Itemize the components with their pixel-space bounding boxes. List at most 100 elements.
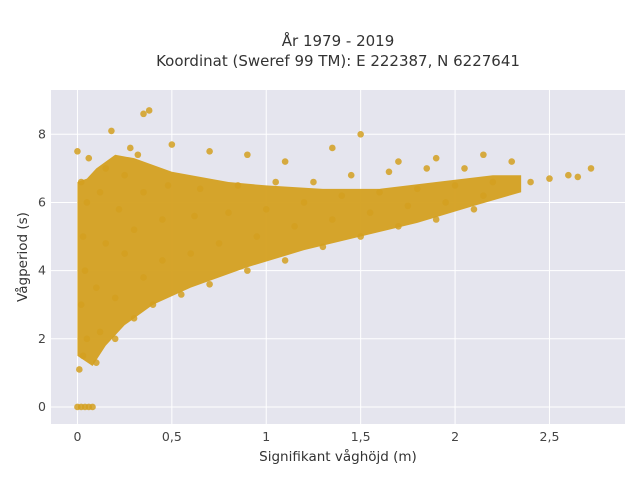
data-point (527, 178, 534, 186)
data-point (234, 182, 242, 189)
x-tick-label: 1,5 (351, 429, 371, 444)
data-point (79, 352, 87, 360)
data-points (74, 107, 595, 411)
y-tick-label: 6 (38, 194, 46, 209)
data-point (442, 199, 449, 206)
y-axis-ticks: 0 2 4 6 8 (38, 126, 46, 414)
data-point (159, 257, 166, 264)
y-tick-label: 2 (38, 331, 46, 346)
data-point (395, 223, 402, 230)
data-point (130, 226, 138, 234)
data-point (102, 240, 110, 247)
x-tick-label: 2,5 (540, 429, 560, 444)
data-point (196, 185, 204, 193)
data-point (385, 168, 393, 176)
chart-title-line1: År 1979 - 2019 (282, 31, 395, 50)
data-point (206, 148, 213, 155)
data-point (140, 188, 147, 196)
x-axis-title: Signifikant våghöjd (m) (259, 448, 417, 465)
data-point (508, 158, 516, 165)
data-point (587, 165, 595, 172)
y-tick-label: 0 (38, 399, 46, 414)
data-point (191, 212, 198, 220)
data-point (272, 178, 279, 186)
data-point (168, 141, 176, 148)
data-point (291, 223, 298, 230)
data-point (140, 110, 147, 118)
data-point (115, 205, 123, 213)
data-point (432, 216, 440, 223)
data-point (111, 335, 119, 343)
data-point (574, 173, 582, 181)
y-tick-label: 8 (38, 126, 46, 141)
data-point (140, 274, 147, 281)
data-point (414, 185, 421, 193)
data-point (96, 328, 104, 336)
data-point (357, 233, 364, 240)
data-point (85, 154, 93, 162)
grid-lines (51, 90, 625, 424)
data-point (121, 250, 128, 257)
data-point (480, 151, 487, 159)
data-point (244, 267, 251, 274)
data-point (130, 315, 138, 322)
y-axis-title: Vågperiod (s) (14, 212, 31, 302)
data-point (347, 171, 355, 179)
data-point (215, 240, 223, 247)
data-point (187, 250, 195, 257)
data-point (480, 192, 487, 199)
data-point (77, 178, 85, 186)
data-point (329, 216, 336, 223)
data-point (93, 284, 100, 291)
data-point (357, 131, 364, 138)
data-point (404, 202, 412, 210)
data-point (108, 127, 115, 135)
data-point (423, 165, 431, 172)
data-point (300, 199, 308, 206)
data-point (366, 209, 374, 216)
data-point (329, 144, 336, 152)
data-point (395, 158, 402, 165)
data-point (565, 171, 572, 179)
data-point (83, 199, 91, 206)
x-tick-label: 0,5 (162, 429, 182, 444)
data-point (489, 178, 497, 186)
data-point (74, 148, 81, 155)
data-point (262, 205, 270, 213)
data-point (281, 158, 289, 165)
data-point (253, 233, 261, 240)
data-point (121, 171, 128, 179)
x-tick-label: 0 (73, 429, 81, 444)
data-point (83, 335, 91, 343)
data-point (470, 205, 478, 213)
data-point (81, 267, 89, 274)
data-point (93, 359, 100, 366)
data-point (310, 178, 317, 186)
data-point (159, 216, 166, 223)
data-point (134, 151, 142, 159)
data-point (77, 301, 85, 309)
y-tick-label: 4 (38, 263, 46, 278)
data-point (338, 192, 346, 199)
data-point (149, 301, 157, 309)
data-point (461, 165, 468, 172)
data-point (89, 403, 96, 411)
x-tick-label: 2 (451, 429, 459, 444)
data-point (79, 233, 87, 240)
data-point (244, 151, 251, 159)
data-point (225, 209, 232, 216)
x-tick-label: 1 (262, 429, 270, 444)
data-point (127, 144, 134, 152)
x-axis-ticks: 0 0,5 1 1,5 2 2,5 (73, 429, 559, 444)
data-point (319, 243, 327, 251)
data-point (281, 257, 289, 264)
data-point (376, 188, 383, 196)
data-point (164, 182, 172, 189)
data-point (111, 294, 119, 302)
data-point (206, 280, 213, 288)
data-point (451, 182, 459, 189)
data-point (145, 107, 153, 114)
data-point (546, 175, 553, 182)
data-point (432, 154, 440, 162)
